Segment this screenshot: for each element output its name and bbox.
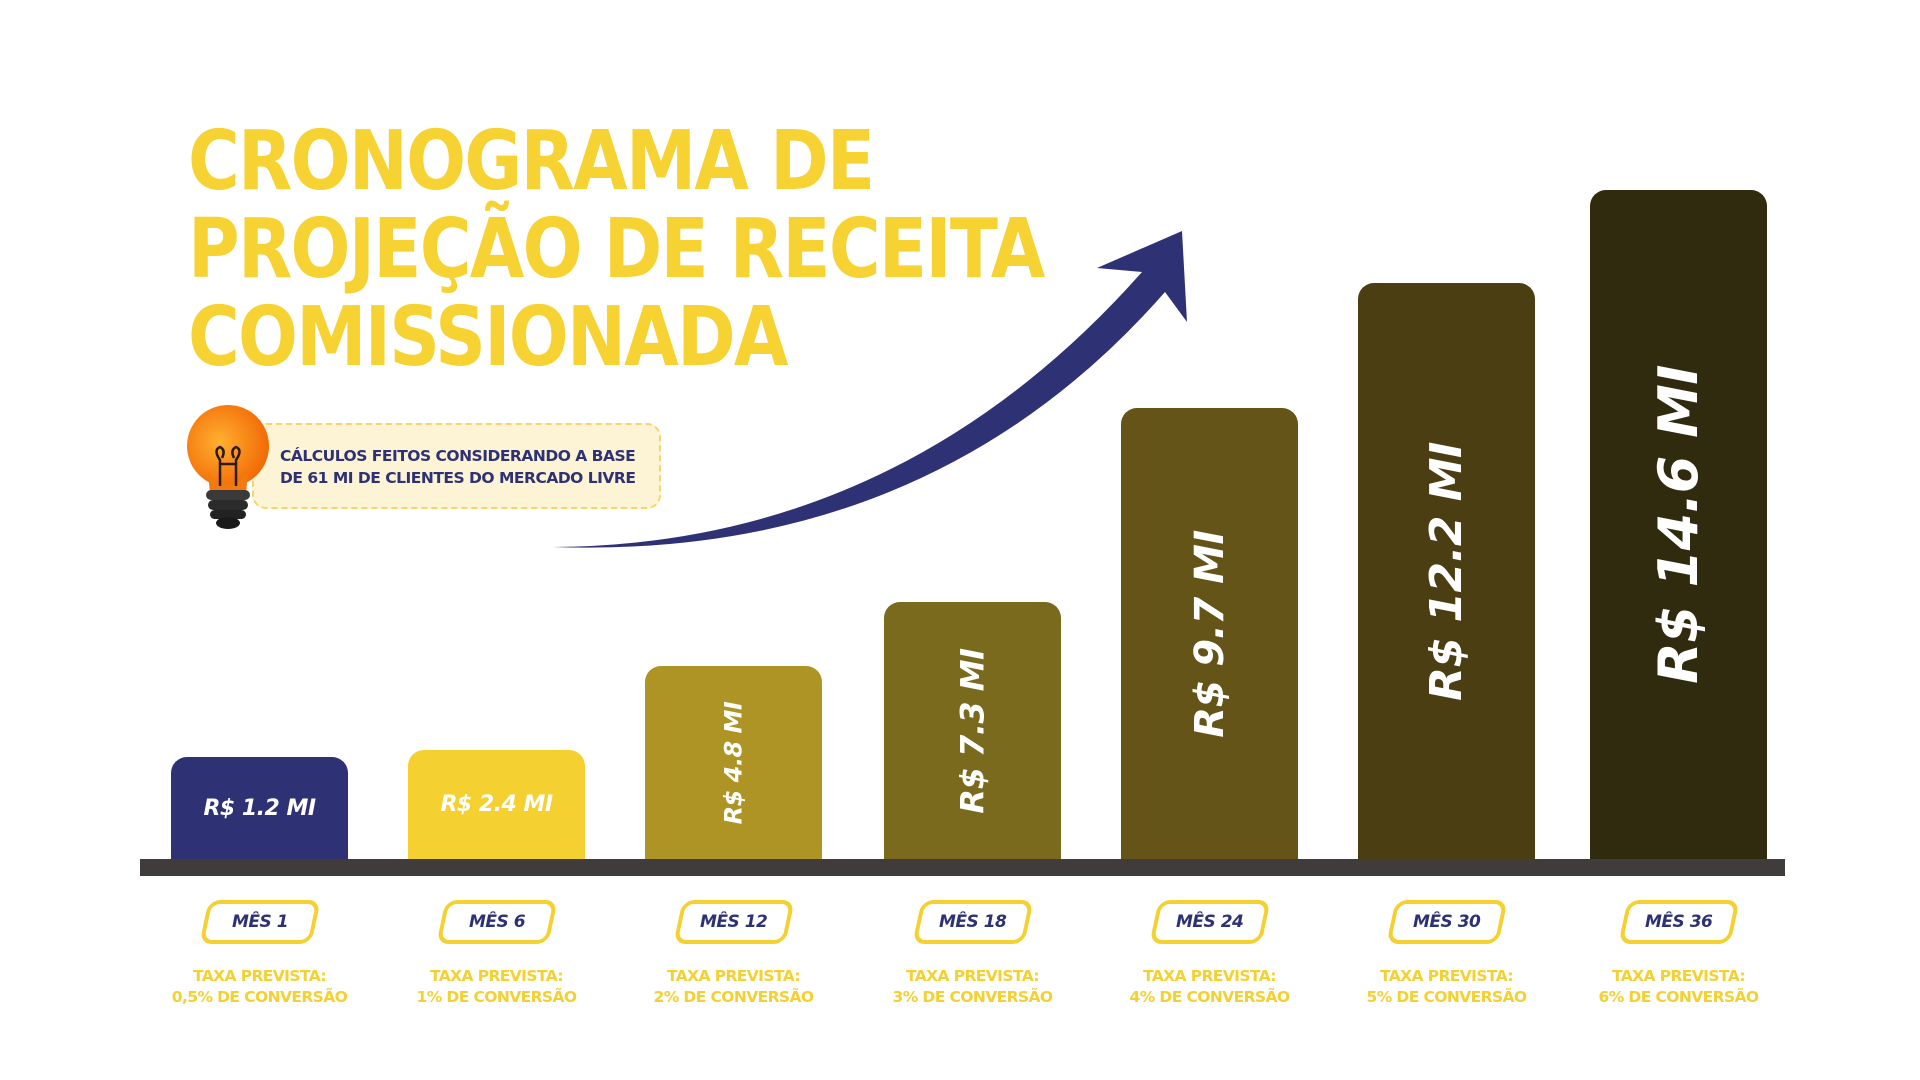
month-column: MÊS 24 TAXA PREVISTA: 4% DE CONVERSÃO [1121, 900, 1298, 1008]
bar-value-label: R$ 1.2 MI [203, 795, 316, 821]
bar-m-s-1: R$ 1.2 MI [171, 757, 348, 859]
rate-line: 2% DE CONVERSÃO [653, 988, 815, 1006]
rate-line: TAXA PREVISTA: [906, 967, 1040, 985]
bar-value-label: R$ 7.3 MI [953, 647, 992, 814]
rate-line: 4% DE CONVERSÃO [1129, 988, 1291, 1006]
month-column: MÊS 1 TAXA PREVISTA: 0,5% DE CONVERSÃO [171, 900, 348, 1008]
rate-line: TAXA PREVISTA: [1143, 967, 1277, 985]
bar-value-label: R$ 12.2 MI [1421, 441, 1473, 701]
title-line: COMISSIONADA [188, 290, 789, 385]
month-label: MÊS 36 [1644, 912, 1713, 932]
rate-line: 0,5% DE CONVERSÃO [171, 988, 348, 1006]
bar-value-label: R$ 2.4 MI [440, 792, 553, 817]
rate-line: 6% DE CONVERSÃO [1598, 988, 1760, 1006]
rate-line: 1% DE CONVERSÃO [416, 988, 578, 1006]
rate-line: TAXA PREVISTA: [430, 967, 564, 985]
month-badge: MÊS 18 [911, 900, 1034, 944]
bar-m-s-6: R$ 2.4 MI [408, 750, 585, 859]
month-column: MÊS 12 TAXA PREVISTA: 2% DE CONVERSÃO [645, 900, 822, 1008]
bar-m-s-30: R$ 12.2 MI [1358, 283, 1535, 859]
conversion-rate: TAXA PREVISTA: 4% DE CONVERSÃO [1091, 966, 1328, 1008]
month-column: MÊS 36 TAXA PREVISTA: 6% DE CONVERSÃO [1590, 900, 1767, 1008]
month-label: MÊS 12 [699, 912, 768, 932]
note-line: CÁLCULOS FEITOS CONSIDERANDO A BASE [280, 447, 636, 465]
rate-line: TAXA PREVISTA: [193, 967, 327, 985]
title-line: PROJEÇÃO DE RECEITA [188, 202, 1045, 297]
month-badge: MÊS 24 [1148, 900, 1271, 944]
note-line: DE 61 MI DE CLIENTES DO MERCADO LIVRE [280, 469, 636, 487]
bar-m-s-36: R$ 14.6 MI [1590, 190, 1767, 859]
bar-value-label: R$ 14.6 MI [1647, 365, 1711, 684]
bar-value-label: R$ 4.8 MI [719, 701, 748, 824]
rate-line: 5% DE CONVERSÃO [1366, 988, 1528, 1006]
rate-line: 3% DE CONVERSÃO [892, 988, 1054, 1006]
rate-line: TAXA PREVISTA: [1612, 967, 1746, 985]
bar-m-s-24: R$ 9.7 MI [1121, 408, 1298, 859]
month-badge: MÊS 30 [1385, 900, 1508, 944]
month-label: MÊS 24 [1175, 912, 1244, 932]
month-column: MÊS 6 TAXA PREVISTA: 1% DE CONVERSÃO [408, 900, 585, 1008]
conversion-rate: TAXA PREVISTA: 6% DE CONVERSÃO [1560, 966, 1797, 1008]
lightbulb-icon [187, 405, 269, 529]
rate-line: TAXA PREVISTA: [1380, 967, 1514, 985]
month-label: MÊS 6 [468, 912, 525, 932]
conversion-rate: TAXA PREVISTA: 5% DE CONVERSÃO [1328, 966, 1565, 1008]
month-column: MÊS 30 TAXA PREVISTA: 5% DE CONVERSÃO [1358, 900, 1535, 1008]
month-badge: MÊS 12 [672, 900, 795, 944]
conversion-rate: TAXA PREVISTA: 2% DE CONVERSÃO [615, 966, 852, 1008]
month-label: MÊS 1 [231, 912, 288, 932]
chart-baseline [140, 859, 1785, 876]
month-label: MÊS 18 [938, 912, 1007, 932]
bar-m-s-12: R$ 4.8 MI [645, 666, 822, 859]
month-column: MÊS 18 TAXA PREVISTA: 3% DE CONVERSÃO [884, 900, 1061, 1008]
bar-m-s-18: R$ 7.3 MI [884, 602, 1061, 859]
month-badge: MÊS 1 [198, 900, 321, 944]
title-line: CRONOGRAMA DE [188, 114, 875, 209]
month-label: MÊS 30 [1412, 912, 1481, 932]
rate-line: TAXA PREVISTA: [667, 967, 801, 985]
conversion-rate: TAXA PREVISTA: 3% DE CONVERSÃO [854, 966, 1091, 1008]
month-badge: MÊS 36 [1617, 900, 1740, 944]
month-badge: MÊS 6 [435, 900, 558, 944]
page-title: CRONOGRAMA DE PROJEÇÃO DE RECEITA COMISS… [188, 114, 1045, 385]
conversion-rate: TAXA PREVISTA: 1% DE CONVERSÃO [378, 966, 615, 1008]
conversion-rate: TAXA PREVISTA: 0,5% DE CONVERSÃO [141, 966, 378, 1008]
bar-value-label: R$ 9.7 MI [1186, 529, 1233, 738]
info-note: CÁLCULOS FEITOS CONSIDERANDO A BASE DE 6… [252, 423, 661, 509]
